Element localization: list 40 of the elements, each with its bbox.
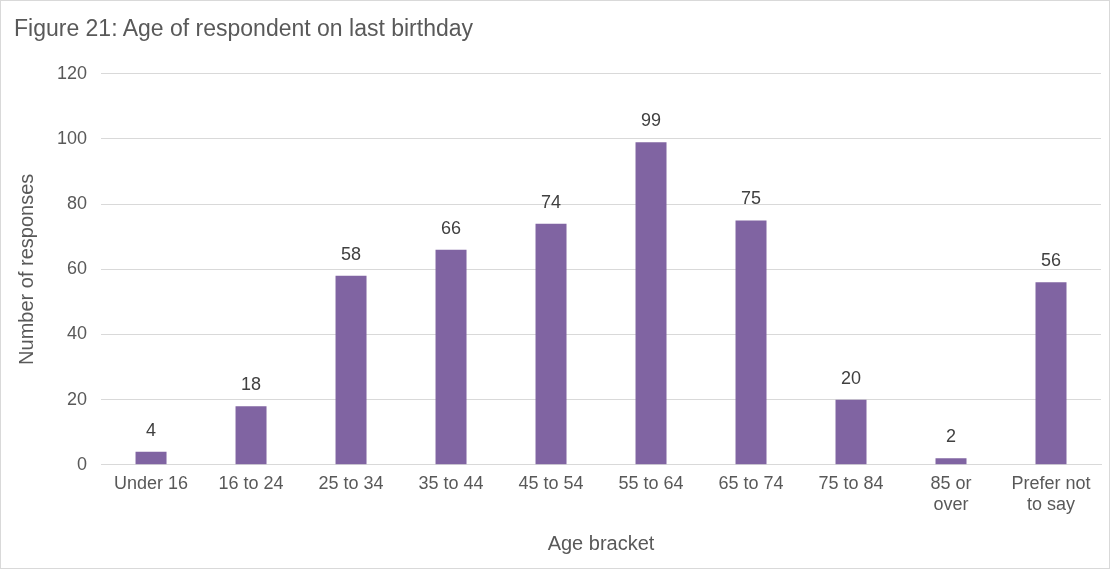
data-label: 58: [341, 243, 362, 264]
bar: [235, 406, 267, 465]
x-tick-label: 16 to 24: [218, 472, 284, 493]
data-label: 20: [840, 367, 862, 388]
data-label: 75: [741, 188, 762, 209]
y-tick-label: 0: [77, 453, 88, 474]
data-label: 99: [641, 110, 662, 131]
y-tick-label: 60: [67, 258, 88, 279]
y-axis-title: Number of responses: [14, 173, 37, 365]
data-label: 18: [241, 374, 262, 395]
x-tick-label: Under 16: [114, 472, 189, 493]
x-tick-label: 55 to 64: [618, 472, 684, 493]
bar: [535, 223, 567, 465]
bar: [635, 142, 667, 465]
y-tick-label: 120: [56, 62, 88, 83]
x-axis-title: Age bracket: [547, 531, 655, 554]
x-tick-label: Prefer not to say: [1011, 472, 1091, 515]
y-tick-label: 40: [67, 323, 88, 344]
bar: [435, 249, 467, 465]
y-tick-label: 100: [56, 127, 88, 148]
y-tick-label: 20: [67, 388, 88, 409]
bar: [1035, 282, 1067, 465]
x-tick-label: 45 to 54: [518, 472, 584, 493]
bar: [335, 275, 367, 465]
x-tick-label: 35 to 44: [418, 472, 484, 493]
bar: [135, 451, 167, 465]
bar: [835, 399, 867, 465]
x-tick-label: 25 to 34: [318, 472, 384, 493]
bar: [735, 220, 767, 465]
data-label: 4: [146, 419, 157, 440]
data-label: 74: [541, 191, 562, 212]
data-label: 56: [1040, 250, 1062, 271]
bar: [935, 458, 967, 465]
x-tick-label: 75 to 84: [818, 472, 884, 493]
data-label: 66: [441, 217, 462, 238]
x-tick-label: 85 or over: [930, 472, 972, 515]
data-label: 2: [946, 426, 957, 447]
chart-title: Figure 21: Age of respondent on last birthday: [14, 15, 474, 42]
y-tick-label: 80: [67, 193, 88, 214]
x-tick-label: 65 to 74: [718, 472, 784, 493]
